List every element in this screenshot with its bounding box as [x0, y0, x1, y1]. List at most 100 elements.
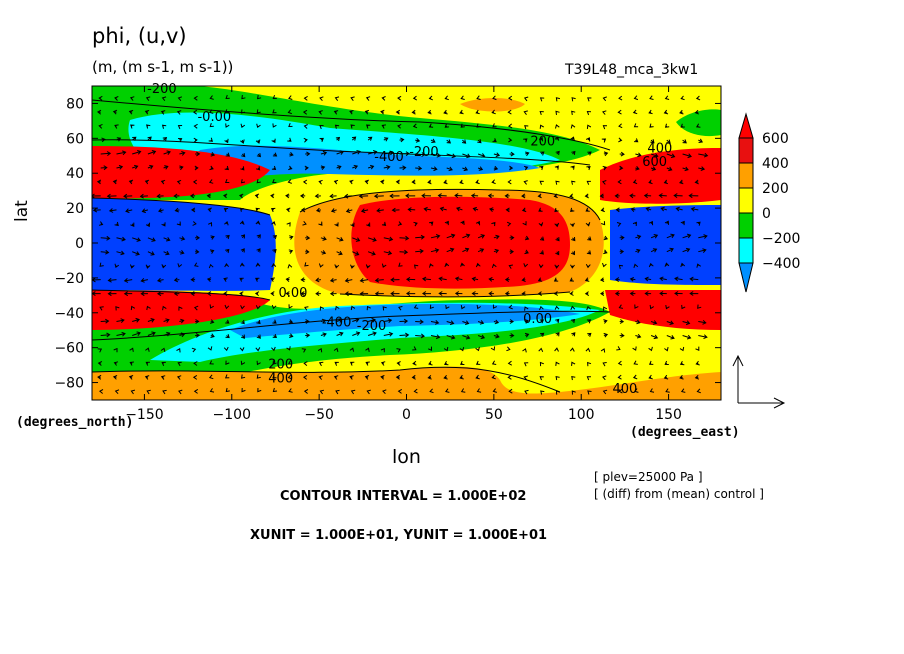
wind-vector	[240, 319, 245, 325]
wind-vector	[695, 123, 701, 128]
wind-vector	[508, 264, 513, 269]
wind-vector	[665, 305, 670, 310]
wind-vector	[619, 235, 625, 241]
wind-vector	[349, 110, 354, 115]
wind-vector	[603, 235, 609, 241]
wind-vector	[586, 180, 591, 185]
wind-vector	[522, 221, 527, 226]
wind-vector	[257, 387, 262, 393]
wind-vector	[635, 152, 642, 158]
wind-vector	[272, 319, 277, 324]
wind-vector	[334, 361, 339, 366]
wind-vector	[398, 262, 403, 267]
y-tick-label: 40	[66, 166, 84, 182]
wind-vector	[477, 138, 482, 144]
wind-vector	[619, 333, 625, 338]
wind-vector	[209, 388, 215, 393]
wind-vector	[157, 277, 164, 283]
wind-vector	[555, 331, 560, 337]
wind-vector	[176, 375, 182, 380]
wind-vector	[271, 165, 277, 170]
wind-vector	[616, 346, 621, 351]
wind-vector	[147, 237, 156, 242]
wind-vector	[352, 318, 360, 323]
wind-vector	[554, 264, 560, 269]
heatmap-field	[92, 86, 721, 400]
wind-vector	[225, 123, 230, 128]
wind-vector	[304, 306, 309, 311]
wind-vector	[144, 375, 150, 380]
wind-vector	[130, 305, 136, 311]
wind-vector	[619, 319, 625, 324]
wind-vector	[399, 235, 410, 241]
wind-vector	[618, 95, 623, 101]
wind-vector	[305, 249, 310, 255]
wind-vector	[239, 291, 244, 296]
wind-vector	[390, 291, 400, 297]
wind-vector	[192, 374, 198, 380]
wind-vector	[509, 151, 515, 157]
wind-vector	[555, 390, 561, 395]
wind-vector	[491, 109, 496, 115]
wind-vector	[254, 193, 260, 199]
colorbar: 600 400 200 0 −200 −400	[738, 112, 800, 293]
wind-vector	[336, 250, 343, 256]
wind-vector	[113, 361, 119, 366]
wind-vector	[444, 95, 449, 101]
wind-vector	[475, 220, 481, 226]
wind-vector	[193, 361, 198, 366]
wind-vector	[239, 277, 244, 282]
wind-vector	[383, 331, 394, 337]
wind-vector	[349, 375, 354, 380]
wind-vector	[397, 123, 402, 129]
wind-vector	[287, 360, 293, 365]
wind-vector	[193, 388, 199, 394]
wind-vector	[423, 206, 432, 212]
wind-vector	[351, 136, 357, 141]
wind-vector	[358, 193, 369, 199]
wind-vector	[690, 206, 699, 212]
wind-vector	[374, 277, 384, 283]
wind-vector	[344, 291, 353, 297]
wind-vector	[537, 277, 543, 282]
wind-vector	[421, 276, 432, 282]
wind-vector	[256, 153, 262, 158]
wind-vector	[318, 375, 323, 380]
wind-vector	[225, 387, 230, 393]
wind-vector	[112, 109, 118, 115]
wind-vector	[96, 179, 102, 185]
wind-vector	[689, 276, 699, 282]
wind-vector	[633, 95, 639, 101]
wind-vector	[97, 361, 103, 366]
y-tick-label: −20	[54, 271, 84, 287]
wind-vector	[570, 124, 576, 129]
wind-vector	[521, 277, 526, 283]
wind-vector	[632, 346, 637, 351]
wind-vector	[383, 164, 391, 170]
wind-vector	[444, 262, 450, 268]
wind-vector	[190, 277, 196, 283]
wind-vector	[673, 193, 683, 199]
wind-vector	[272, 248, 277, 254]
wind-vector	[603, 249, 608, 255]
wind-vector	[446, 166, 453, 172]
wind-vector	[446, 247, 455, 253]
wind-vector	[618, 388, 623, 394]
wind-vector	[287, 263, 293, 269]
wind-vector	[553, 291, 559, 296]
wind-vector	[352, 331, 361, 336]
wind-vector	[489, 207, 495, 212]
wind-vector	[539, 165, 544, 171]
wind-vector	[524, 389, 529, 395]
wind-vector	[460, 305, 466, 310]
wind-vector	[112, 374, 118, 380]
wind-vector	[446, 233, 456, 239]
wind-vector	[271, 138, 276, 144]
wind-vector	[335, 136, 341, 142]
wind-vector	[380, 347, 385, 353]
wind-vector	[650, 139, 655, 144]
wind-vector	[603, 306, 608, 311]
wind-vector	[209, 319, 215, 324]
colorbar-segment	[738, 162, 754, 189]
wind-vector	[210, 151, 216, 157]
